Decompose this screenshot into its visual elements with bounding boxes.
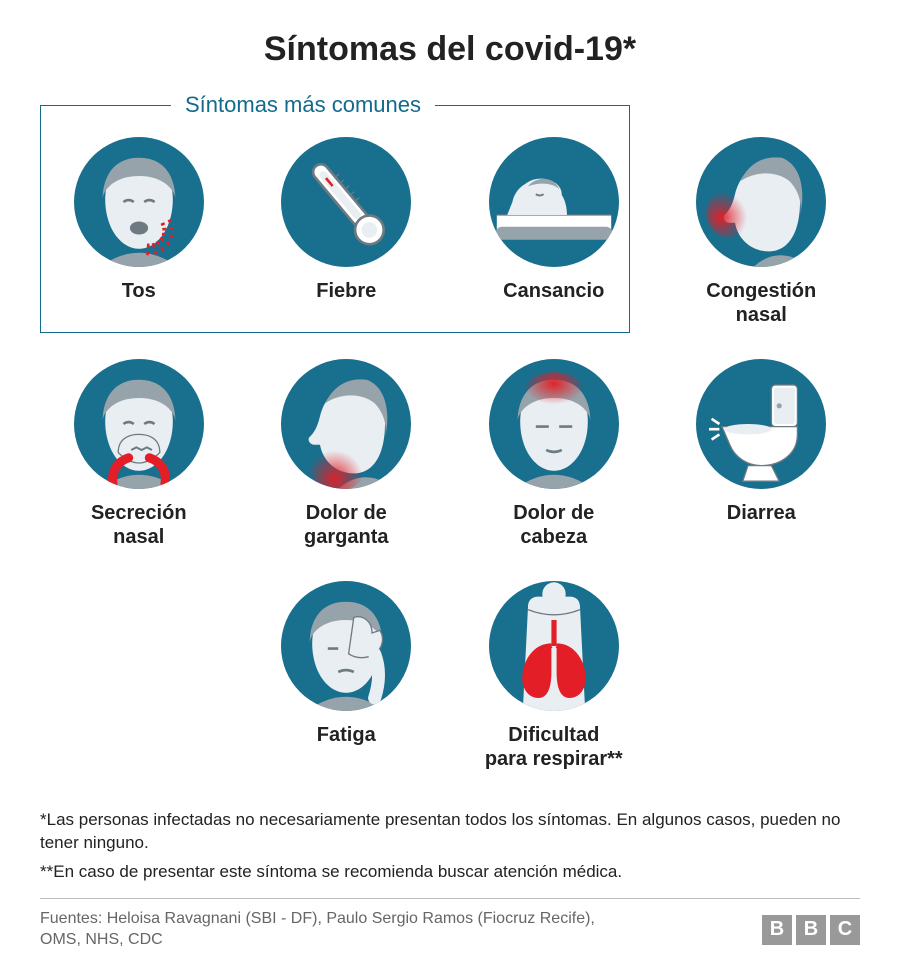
symptom-secrecion: Secreciónnasal: [40, 359, 238, 559]
lungs-icon: [489, 581, 619, 711]
footnote-2: **En caso de presentar este síntoma se r…: [40, 861, 860, 884]
symptom-fiebre: Fiebre: [248, 137, 446, 337]
symptom-cansancio: Cansancio: [455, 137, 653, 337]
symptom-label: Tos: [122, 279, 156, 303]
symptom-label: Dolor decabeza: [513, 501, 594, 549]
toilet-icon: [696, 359, 826, 489]
symptom-fatiga: Fatiga: [248, 581, 446, 781]
symptom-congestion: Congestiónnasal: [663, 137, 861, 337]
symptom-label: Dolor degarganta: [304, 501, 388, 549]
thermometer-icon: [281, 137, 411, 267]
symptom-label: Cansancio: [503, 279, 604, 303]
fatigue-icon: [281, 581, 411, 711]
divider: [40, 898, 860, 899]
symptom-label: Diarrea: [727, 501, 796, 525]
symptom-tos: Tos: [40, 137, 238, 337]
headache-icon: [489, 359, 619, 489]
sources-text: Fuentes: Heloisa Ravagnani (SBI - DF), P…: [40, 909, 600, 951]
runnynose-icon: [74, 359, 204, 489]
symptom-respirar: Dificultadpara respirar**: [455, 581, 653, 781]
symptom-label: Dificultadpara respirar**: [485, 723, 623, 771]
symptom-diarrea: Diarrea: [663, 359, 861, 559]
symptom-cabeza: Dolor decabeza: [455, 359, 653, 559]
bbc-b1: B: [762, 915, 792, 945]
symptom-label: Fiebre: [316, 279, 376, 303]
symptom-label: Fatiga: [317, 723, 376, 747]
symptom-label: Congestiónnasal: [706, 279, 816, 327]
throat-icon: [281, 359, 411, 489]
common-symptoms-label: Síntomas más comunes: [171, 92, 435, 118]
tired-icon: [489, 137, 619, 267]
footnotes: *Las personas infectadas no necesariamen…: [40, 809, 860, 884]
symptom-label: Secreciónnasal: [91, 501, 187, 549]
footnote-1: *Las personas infectadas no necesariamen…: [40, 809, 860, 855]
congestion-icon: [696, 137, 826, 267]
cough-icon: [74, 137, 204, 267]
footer: Fuentes: Heloisa Ravagnani (SBI - DF), P…: [40, 909, 860, 951]
symptom-grid: Síntomas más comunes Tos Fiebre: [40, 97, 860, 799]
bbc-c: C: [830, 915, 860, 945]
page-title: Síntomas del covid-19*: [40, 30, 860, 69]
bbc-b2: B: [796, 915, 826, 945]
bbc-logo: B B C: [762, 915, 860, 945]
symptom-garganta: Dolor degarganta: [248, 359, 446, 559]
